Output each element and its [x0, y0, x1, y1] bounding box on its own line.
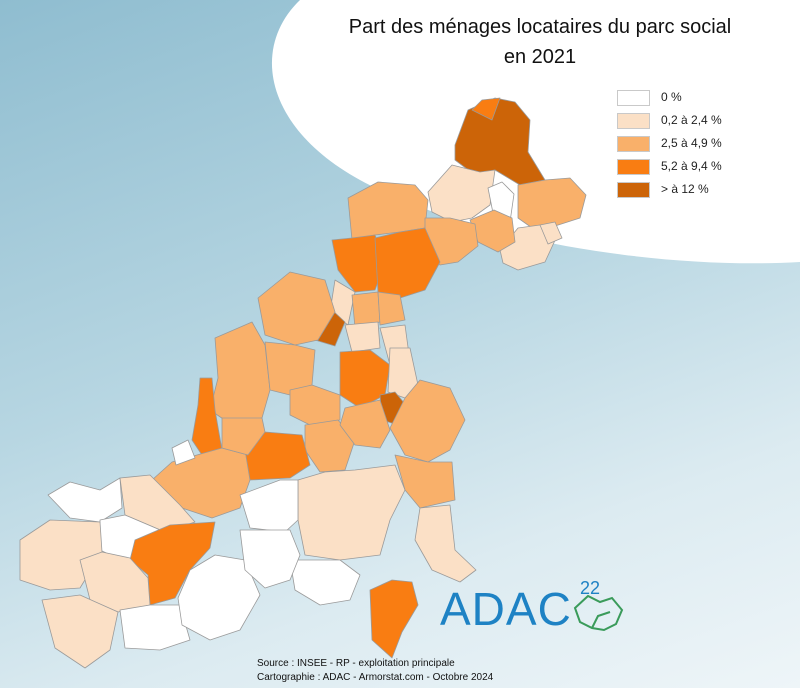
commune-n8: [539, 221, 563, 245]
commune-m9: [221, 417, 266, 456]
commune-s10: [297, 464, 406, 561]
adac-logo-number: 22: [580, 578, 601, 598]
commune-m7: [339, 399, 391, 449]
commune-n7: [469, 209, 516, 253]
commune-m3: [289, 384, 341, 426]
adac-logo-text: ADAC: [440, 583, 572, 635]
map-subtitle: en 2021: [503, 46, 577, 68]
source-credit: Source : INSEE - RP - exploitation princ…: [257, 658, 455, 669]
commune-n2: [471, 97, 501, 121]
commune-s15: [239, 529, 301, 589]
commune-s1: [47, 477, 123, 523]
legend-label: 5,2 à 9,4 %: [661, 159, 722, 173]
adac-logo-mark: [573, 594, 624, 632]
commune-s9: [41, 594, 119, 669]
legend-swatch: [617, 113, 650, 129]
commune-c5: [377, 291, 406, 326]
legend-swatch: [617, 159, 650, 175]
commune-s16: [414, 504, 477, 583]
legend-label: > à 12 %: [661, 182, 709, 196]
commune-s11: [394, 454, 456, 509]
legend-swatch: [617, 136, 650, 152]
legend-label: 2,5 à 4,9 %: [661, 136, 722, 150]
cartography-credit: Cartographie : ADAC - Armorstat.com - Oc…: [257, 672, 494, 683]
map-title: Part des ménages locataires du parc soci…: [348, 16, 732, 38]
map-layer: [19, 97, 587, 669]
commune-s14: [239, 479, 299, 533]
legend-swatch: [617, 90, 650, 106]
commune-c7: [344, 321, 381, 353]
commune-s8: [177, 554, 261, 641]
commune-s12: [369, 579, 419, 659]
commune-n3: [427, 164, 496, 223]
commune-m6: [389, 379, 466, 463]
commune-s13: [289, 559, 361, 606]
commune-c8: [257, 271, 336, 346]
legend-label: 0 %: [661, 90, 682, 104]
commune-m10: [171, 439, 196, 466]
commune-w1: [209, 321, 271, 426]
legend-swatch: [617, 182, 650, 198]
commune-s7: [119, 604, 191, 651]
legend-label: 0,2 à 2,4 %: [661, 113, 722, 127]
commune-n5: [517, 177, 587, 231]
